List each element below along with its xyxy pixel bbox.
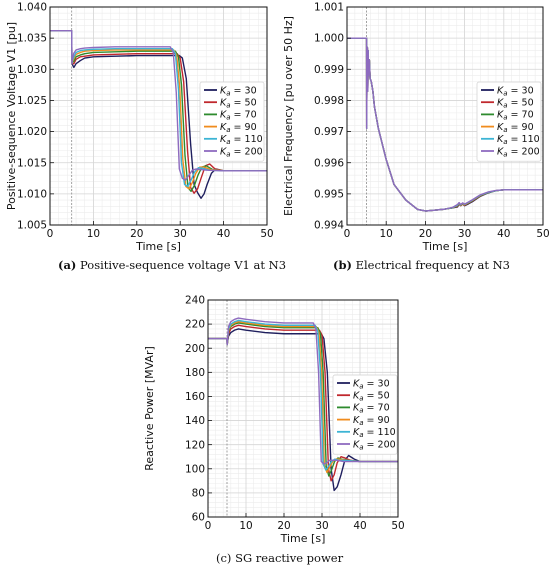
chart-b-y-tick-label: 0.999 [314, 64, 344, 76]
chart-c-legend-label: Ka = 50 [353, 391, 390, 403]
chart-c-y-tick-label: 120 [185, 439, 205, 451]
chart-b-y-tick-label: 0.998 [314, 95, 344, 107]
chart-a-y-tick-label: 1.005 [17, 220, 47, 232]
chart-a-series-line-5 [50, 29, 267, 188]
chart-b-x-tick-label: 30 [458, 228, 471, 240]
caption-c: (c) SG reactive power [216, 551, 343, 565]
chart-b-x-tick-label: 10 [380, 228, 393, 240]
chart-panel-b: 0 10 20 30 40 50 0.994 0.995 0.996 0.997 0.998 0.99… [282, 2, 550, 253]
chart-b-legend-label: Ka = 70 [497, 110, 534, 122]
chart-a-x-tick-label: 30 [174, 228, 187, 240]
chart-b-y-tick-label: 0.996 [314, 157, 344, 169]
chart-c-legend-label: Ka = 200 [353, 439, 396, 451]
chart-c-y-tick-label: 100 [185, 463, 205, 475]
chart-a-legend-label: Ka = 70 [220, 110, 257, 122]
chart-b-legend-label: Ka = 50 [497, 98, 534, 110]
caption-a: (a) Positive-sequence voltage V1 at N3 [58, 258, 286, 272]
chart-c-x-tick-label: 30 [315, 520, 328, 532]
chart-a-y-tick-label: 1.020 [17, 126, 47, 138]
chart-b-y-tick-label: 1.001 [314, 2, 344, 14]
chart-b-y-tick-label: 0.997 [314, 126, 344, 138]
chart-a-legend-label: Ka = 200 [220, 146, 263, 158]
chart-a-legend-label: Ka = 110 [220, 134, 263, 146]
chart-a-legend-label: Ka = 50 [220, 98, 257, 110]
chart-a-y-axis-label: Positive-sequence Voltage V1 [pu] [5, 22, 18, 210]
chart-b-x-tick-label: 50 [536, 228, 549, 240]
chart-a-x-tick-label: 10 [87, 228, 100, 240]
chart-b-legend-label: Ka = 90 [497, 122, 534, 134]
chart-a-series-line-1 [50, 29, 267, 199]
chart-a-series-line-6 [50, 29, 267, 181]
chart-a-frame [49, 6, 268, 226]
chart-b-frame [346, 6, 544, 226]
chart-c-x-tick-label: 50 [391, 520, 404, 532]
chart-b-y-tick-label: 0.994 [314, 220, 344, 232]
chart-a-x-tick-label: 50 [260, 228, 273, 240]
caption-b-prefix: (b) [333, 258, 352, 272]
chart-c-y-tick-label: 160 [185, 391, 205, 403]
chart-c-y-tick-label: 80 [192, 487, 205, 499]
caption-c-prefix: (c) [216, 551, 232, 565]
chart-c-x-tick-label: 20 [277, 520, 290, 532]
chart-c-y-tick-label: 180 [185, 367, 205, 379]
chart-c-x-tick-label: 40 [353, 520, 366, 532]
chart-b-y-axis-label: Electrical Frequency [pu over 50 Hz] [282, 16, 295, 216]
chart-panel-c: 0 10 20 30 40 50 60 80 100 120 140 160 180 200 220 240 T… [143, 295, 405, 545]
chart-c-x-tick-label: 10 [239, 520, 252, 532]
chart-panel-a: 0 10 20 30 40 50 1.005 1.010 1.015 1.020 1.025 1.03… [5, 2, 274, 253]
chart-b-legend-label: Ka = 110 [497, 134, 540, 146]
chart-c-y-tick-label: 220 [185, 319, 205, 331]
chart-c-y-tick-label: 60 [192, 512, 205, 524]
chart-a-x-axis-label: Time [s] [135, 240, 181, 253]
caption-b: (b) Electrical frequency at N3 [333, 258, 510, 272]
chart-c-legend-label: Ka = 90 [353, 415, 390, 427]
chart-c-x-tick-label: 0 [205, 520, 212, 532]
chart-b-legend-label: Ka = 30 [497, 85, 534, 97]
chart-b-x-axis-label: Time [s] [422, 240, 468, 253]
chart-b-x-tick-label: 20 [419, 228, 432, 240]
chart-a-legend-label: Ka = 30 [220, 85, 257, 97]
chart-a-y-tick-label: 1.040 [17, 2, 47, 14]
chart-a-y-tick-label: 1.035 [17, 33, 47, 45]
chart-b-series-line-6 [347, 37, 543, 212]
caption-a-prefix: (a) [58, 258, 77, 272]
chart-c-x-axis-label: Time [s] [280, 532, 326, 545]
chart-a-x-tick-label: 40 [217, 228, 230, 240]
chart-c-y-tick-label: 200 [185, 343, 205, 355]
chart-c-legend-label: Ka = 70 [353, 403, 390, 415]
chart-c-y-tick-label: 240 [185, 295, 205, 307]
chart-a-y-tick-label: 1.015 [17, 157, 47, 169]
chart-a-x-tick-label: 0 [47, 228, 54, 240]
chart-b-y-tick-label: 0.995 [314, 188, 344, 200]
chart-b-x-tick-label: 0 [344, 228, 351, 240]
chart-b-y-tick-label: 1.000 [314, 33, 344, 45]
chart-a-y-tick-label: 1.010 [17, 188, 47, 200]
chart-b-legend-label: Ka = 200 [497, 146, 540, 158]
chart-c-frame [207, 299, 399, 518]
chart-c-series-line-6 [208, 317, 398, 465]
caption-b-text: Electrical frequency at N3 [355, 258, 510, 272]
chart-a-legend-label: Ka = 90 [220, 122, 257, 134]
chart-c-y-tick-label: 140 [185, 415, 205, 427]
chart-a-series-line-3 [50, 29, 267, 193]
caption-c-text: SG reactive power [235, 551, 344, 565]
chart-a-x-tick-label: 20 [130, 228, 143, 240]
chart-c-legend-label: Ka = 110 [353, 427, 396, 439]
chart-c-legend-label: Ka = 30 [353, 378, 390, 390]
caption-a-text: Positive-sequence voltage V1 at N3 [80, 258, 287, 272]
chart-a-y-tick-label: 1.030 [17, 64, 47, 76]
chart-b-x-tick-label: 40 [497, 228, 510, 240]
chart-c-y-axis-label: Reactive Power [MVAr] [143, 346, 156, 471]
chart-a-y-tick-label: 1.025 [17, 95, 47, 107]
